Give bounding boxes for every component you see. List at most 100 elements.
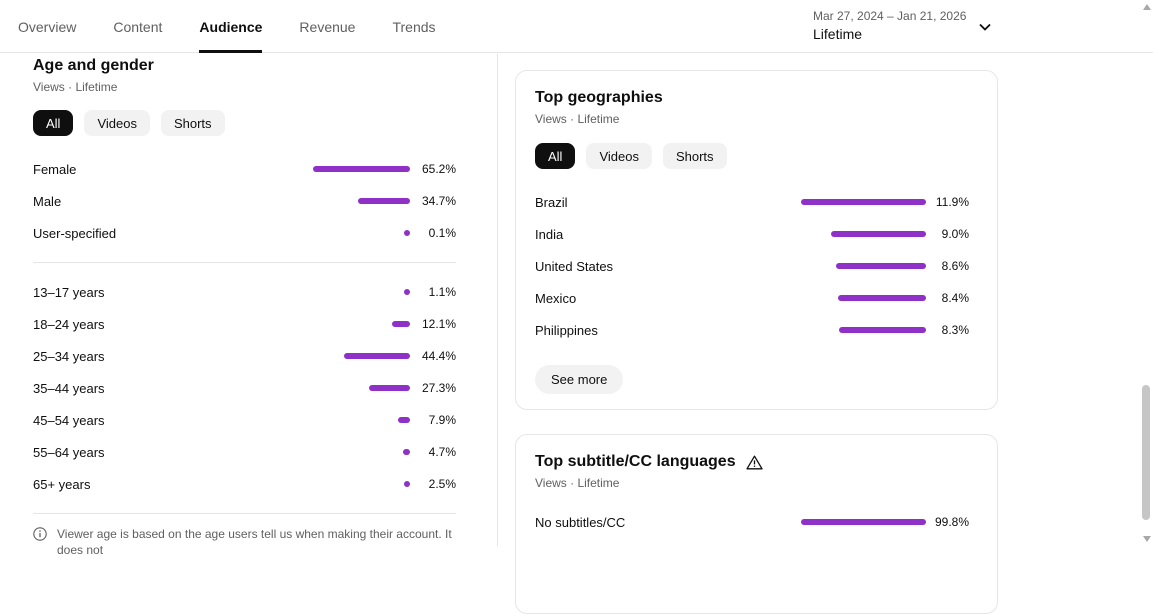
stat-bar — [398, 417, 410, 423]
stat-row: 25–34 years 44.4% — [33, 340, 456, 372]
stat-bar-zone — [313, 166, 410, 172]
stat-row: Female 65.2% — [33, 153, 456, 185]
top-subtitles-card: Top subtitle/CC languages Views · Lifeti… — [515, 434, 998, 614]
stat-label: 55–64 years — [33, 445, 313, 460]
stat-label: 35–44 years — [33, 381, 313, 396]
stat-value: 34.7% — [410, 194, 456, 208]
stat-row: 45–54 years 7.9% — [33, 404, 456, 436]
stat-value: 12.1% — [410, 317, 456, 331]
analytics-header: Overview Content Audience Revenue Trends Mar… — [0, 0, 1153, 53]
date-range-text: Mar 27, 2024 – Jan 21, 2026 — [813, 8, 966, 24]
section-divider — [33, 262, 456, 263]
stat-bar-zone — [313, 230, 410, 236]
analytics-tab-bar: Overview Content Audience Revenue Trends — [18, 0, 436, 53]
stat-label: 45–54 years — [33, 413, 313, 428]
tab-trends[interactable]: Trends — [392, 0, 435, 53]
stat-label: User-specified — [33, 226, 313, 241]
stat-bar-zone — [313, 321, 410, 327]
scroll-up-icon[interactable] — [1143, 4, 1151, 10]
tab-audience[interactable]: Audience — [199, 0, 262, 53]
stat-bar-zone — [801, 519, 926, 525]
vertical-scrollbar[interactable] — [1140, 0, 1153, 546]
stat-label: 18–24 years — [33, 317, 313, 332]
stat-bar-zone — [313, 417, 410, 423]
stat-label: Philippines — [535, 323, 801, 338]
stat-value: 0.1% — [410, 226, 456, 240]
tab-overview[interactable]: Overview — [18, 0, 76, 53]
subtitles-list: No subtitles/CC 99.8% — [535, 506, 969, 538]
stat-value: 8.6% — [926, 259, 969, 273]
stat-value: 9.0% — [926, 227, 969, 241]
stat-bar — [801, 199, 926, 205]
stat-bar — [313, 166, 410, 172]
stat-bar-zone — [313, 353, 410, 359]
stat-label: 65+ years — [33, 477, 313, 492]
stat-bar-zone — [313, 481, 410, 487]
stat-bar-zone — [801, 263, 926, 269]
tab-content[interactable]: Content — [113, 0, 162, 53]
stat-label: Mexico — [535, 291, 801, 306]
stat-value: 7.9% — [410, 413, 456, 427]
filter-chip-videos[interactable]: Videos — [586, 143, 652, 169]
stat-label: Female — [33, 162, 313, 177]
see-more-button[interactable]: See more — [535, 365, 623, 394]
stat-label: Male — [33, 194, 313, 209]
chevron-down-icon[interactable] — [976, 18, 994, 36]
stat-label: No subtitles/CC — [535, 515, 801, 530]
stat-label: United States — [535, 259, 801, 274]
age-footnote: Viewer age is based on the age users tel… — [33, 526, 456, 558]
stat-row: User-specified 0.1% — [33, 217, 456, 249]
stat-bar-zone — [801, 199, 926, 205]
age-gender-title: Age and gender Views · Lifetime — [33, 56, 456, 94]
stat-bar-zone — [801, 295, 926, 301]
stat-bar — [344, 353, 410, 359]
stat-bar — [358, 198, 410, 204]
top-subtitles-title-text: Top subtitle/CC languages — [535, 452, 736, 472]
stat-bar — [403, 449, 410, 455]
date-mode-text: Lifetime — [813, 24, 966, 44]
stat-bar-zone — [313, 449, 410, 455]
stat-value: 99.8% — [926, 515, 969, 529]
stat-bar — [369, 385, 410, 391]
date-range-picker[interactable]: Mar 27, 2024 – Jan 21, 2026 Lifetime — [813, 8, 966, 44]
scrollbar-thumb[interactable] — [1142, 385, 1150, 520]
stat-value: 65.2% — [410, 162, 456, 176]
stat-label: 13–17 years — [33, 285, 313, 300]
stat-bar-zone — [801, 327, 926, 333]
scroll-down-icon[interactable] — [1143, 536, 1151, 542]
stat-row: No subtitles/CC 99.8% — [535, 506, 969, 538]
top-geographies-title: Top geographies — [535, 88, 969, 108]
stat-label: 25–34 years — [33, 349, 313, 364]
top-geographies-card: Top geographies Views · Lifetime All Vide… — [515, 70, 998, 410]
stat-bar-zone — [801, 231, 926, 237]
info-icon — [33, 527, 47, 541]
stat-bar — [838, 295, 926, 301]
age-footnote-text: Viewer age is based on the age users tel… — [57, 526, 456, 558]
geographies-filter-chips: All Videos Shorts — [535, 143, 969, 169]
stat-bar-zone — [313, 385, 410, 391]
filter-chip-videos[interactable]: Videos — [84, 110, 150, 136]
top-geographies-subtitle: Views · Lifetime — [535, 112, 969, 126]
stat-bar — [836, 263, 926, 269]
filter-chip-shorts[interactable]: Shorts — [663, 143, 727, 169]
stat-bar-zone — [313, 289, 410, 295]
column-divider — [497, 54, 498, 546]
tab-revenue[interactable]: Revenue — [299, 0, 355, 53]
stat-value: 27.3% — [410, 381, 456, 395]
filter-chip-shorts[interactable]: Shorts — [161, 110, 225, 136]
stat-bar — [839, 327, 926, 333]
filter-chip-all[interactable]: All — [535, 143, 575, 169]
stat-bar — [831, 231, 926, 237]
stat-label: Brazil — [535, 195, 801, 210]
filter-chip-all[interactable]: All — [33, 110, 73, 136]
age-gender-subtitle: Views · Lifetime — [33, 80, 456, 94]
stat-value: 44.4% — [410, 349, 456, 363]
